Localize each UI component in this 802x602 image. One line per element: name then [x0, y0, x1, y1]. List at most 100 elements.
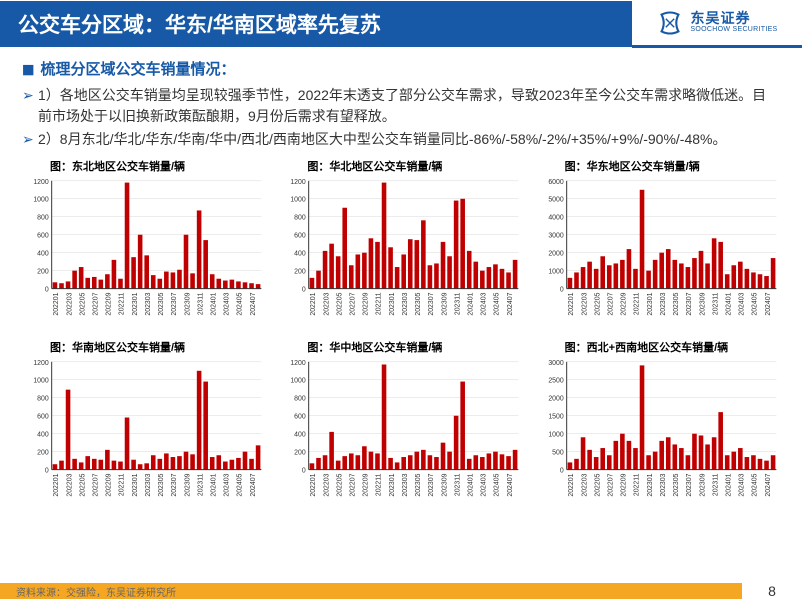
svg-text:0: 0: [302, 468, 306, 475]
chart-svg: 0100020003000400050006000202201202203202…: [537, 176, 780, 331]
svg-text:202205: 202205: [337, 292, 344, 315]
svg-text:202407: 202407: [250, 292, 257, 315]
svg-text:2000: 2000: [548, 396, 564, 403]
svg-text:202309: 202309: [184, 292, 191, 315]
svg-text:202407: 202407: [507, 473, 514, 496]
svg-text:202403: 202403: [738, 473, 745, 496]
svg-text:1000: 1000: [548, 432, 564, 439]
svg-text:202403: 202403: [224, 473, 231, 496]
chart-box: 图：华南地区公交车销量/辆020040060080010001200202201…: [22, 339, 265, 512]
svg-text:400: 400: [37, 432, 49, 439]
svg-text:202203: 202203: [66, 292, 73, 315]
svg-text:400: 400: [295, 432, 307, 439]
svg-text:202305: 202305: [158, 473, 165, 496]
company-logo: 东吴证券 SOOCHOW SECURITIES: [632, 0, 802, 48]
svg-text:202307: 202307: [429, 473, 436, 496]
footer-source: 资料来源：交强险，东吴证券研究所: [0, 583, 742, 599]
svg-text:202305: 202305: [673, 292, 680, 315]
svg-text:202201: 202201: [568, 292, 575, 315]
svg-text:202403: 202403: [481, 292, 488, 315]
logo-icon: [656, 9, 684, 37]
svg-text:202203: 202203: [324, 473, 331, 496]
svg-text:202309: 202309: [442, 292, 449, 315]
chart-title: 图：西北+西南地区公交车销量/辆: [537, 339, 780, 355]
chart-title: 图：华南地区公交车销量/辆: [22, 339, 265, 355]
chart-box: 图：西北+西南地区公交车销量/辆050010001500200025003000…: [537, 339, 780, 512]
svg-text:202205: 202205: [79, 292, 86, 315]
svg-text:202209: 202209: [106, 473, 113, 496]
charts-grid: 图：东北地区公交车销量/辆020040060080010001200202201…: [22, 158, 780, 512]
svg-text:202403: 202403: [738, 292, 745, 315]
svg-text:1200: 1200: [33, 360, 49, 367]
svg-text:202407: 202407: [507, 292, 514, 315]
svg-text:202307: 202307: [171, 473, 178, 496]
svg-text:202211: 202211: [119, 473, 126, 496]
svg-text:202303: 202303: [145, 473, 152, 496]
svg-text:202209: 202209: [106, 292, 113, 315]
svg-text:200: 200: [37, 450, 49, 457]
svg-text:0: 0: [45, 287, 49, 294]
section-heading: 梳理分区域公交车销量情况：: [22, 58, 780, 79]
svg-text:202401: 202401: [211, 292, 218, 315]
svg-text:202303: 202303: [145, 292, 152, 315]
svg-text:202209: 202209: [363, 473, 370, 496]
svg-text:202401: 202401: [211, 473, 218, 496]
svg-text:202209: 202209: [363, 292, 370, 315]
svg-text:202209: 202209: [620, 473, 627, 496]
svg-text:600: 600: [37, 233, 49, 240]
svg-text:1000: 1000: [33, 197, 49, 204]
svg-text:1200: 1200: [291, 179, 307, 186]
svg-text:2000: 2000: [548, 251, 564, 258]
svg-text:202301: 202301: [647, 473, 654, 496]
svg-text:202201: 202201: [311, 473, 318, 496]
svg-text:202201: 202201: [311, 292, 318, 315]
svg-text:202207: 202207: [607, 292, 614, 315]
svg-text:202205: 202205: [594, 292, 601, 315]
svg-text:202311: 202311: [197, 292, 204, 315]
chart-box: 图：华中地区公交车销量/辆020040060080010001200202201…: [279, 339, 522, 512]
svg-text:5000: 5000: [548, 197, 564, 204]
svg-text:202311: 202311: [712, 473, 719, 496]
svg-text:2500: 2500: [548, 378, 564, 385]
svg-text:202207: 202207: [350, 292, 357, 315]
svg-text:202405: 202405: [751, 473, 758, 496]
svg-text:202307: 202307: [429, 292, 436, 315]
svg-text:1200: 1200: [291, 360, 307, 367]
svg-text:3000: 3000: [548, 360, 564, 367]
svg-text:202305: 202305: [673, 473, 680, 496]
svg-text:1000: 1000: [291, 197, 307, 204]
svg-text:800: 800: [37, 396, 49, 403]
svg-text:600: 600: [295, 414, 307, 421]
svg-text:202301: 202301: [389, 473, 396, 496]
svg-text:202309: 202309: [699, 473, 706, 496]
chart-box: 图：华北地区公交车销量/辆020040060080010001200202201…: [279, 158, 522, 331]
svg-text:202405: 202405: [237, 292, 244, 315]
svg-text:202211: 202211: [633, 292, 640, 315]
svg-text:202211: 202211: [376, 292, 383, 315]
svg-text:200: 200: [295, 269, 307, 276]
chart-svg: 0500100015002000250030002022012022032022…: [537, 357, 780, 512]
svg-text:202307: 202307: [686, 292, 693, 315]
svg-text:202401: 202401: [725, 473, 732, 496]
page-title: 公交车分区域：华东/华南区域率先复苏: [0, 1, 632, 47]
svg-text:202403: 202403: [224, 292, 231, 315]
svg-text:202309: 202309: [184, 473, 191, 496]
svg-text:202301: 202301: [647, 292, 654, 315]
svg-text:202405: 202405: [237, 473, 244, 496]
svg-text:202305: 202305: [158, 292, 165, 315]
svg-text:202403: 202403: [481, 473, 488, 496]
svg-text:202205: 202205: [337, 473, 344, 496]
svg-text:202303: 202303: [660, 292, 667, 315]
svg-text:800: 800: [295, 215, 307, 222]
svg-text:202207: 202207: [607, 473, 614, 496]
svg-text:800: 800: [37, 215, 49, 222]
svg-text:202407: 202407: [764, 292, 771, 315]
svg-text:202303: 202303: [402, 473, 409, 496]
svg-text:3000: 3000: [548, 233, 564, 240]
svg-text:202311: 202311: [197, 473, 204, 496]
svg-text:202311: 202311: [712, 292, 719, 315]
svg-text:0: 0: [560, 468, 564, 475]
svg-text:202405: 202405: [494, 292, 501, 315]
svg-text:202303: 202303: [660, 473, 667, 496]
chart-svg: 0200400600800100012002022012022032022052…: [22, 176, 265, 331]
